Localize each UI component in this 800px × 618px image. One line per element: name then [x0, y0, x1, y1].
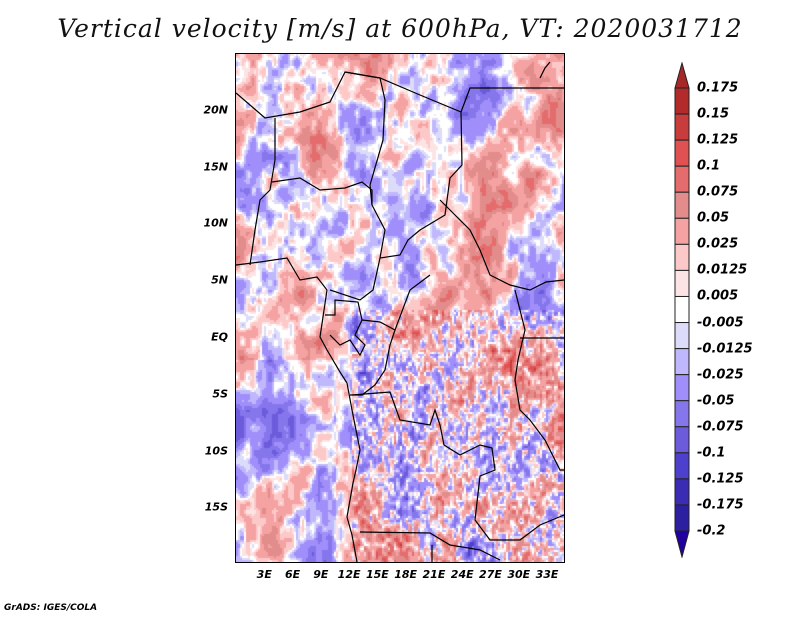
lon-tick-label: 30E — [507, 568, 531, 581]
lon-tick-label: 21E — [422, 568, 446, 581]
lat-tick-label: EQ — [211, 330, 228, 344]
colorbar-label: 0.1 — [697, 158, 721, 174]
lon-tick-label: 9E — [313, 568, 329, 581]
colorbar-swatch — [674, 504, 690, 532]
lon-tick-label: 33E — [535, 568, 559, 581]
colorbar — [674, 62, 690, 558]
lat-tick-label: 10N — [203, 216, 228, 230]
colorbar-swatch — [674, 217, 690, 245]
colorbar-swatch — [674, 269, 690, 297]
border — [394, 274, 431, 331]
border — [350, 319, 396, 396]
colorbar-label: 0.15 — [697, 106, 730, 122]
colorbar-label: -0.125 — [697, 471, 744, 487]
velocity-field — [236, 54, 564, 562]
coastline — [236, 257, 361, 562]
colorbar-label: -0.2 — [697, 523, 726, 539]
colorbar-label: -0.025 — [697, 367, 744, 383]
colorbar-label: 0.0125 — [697, 262, 748, 278]
colorbar-swatch — [674, 113, 690, 141]
lat-tick-label: 15S — [204, 500, 228, 514]
plot-title: Vertical velocity [m/s] at 600hPa, VT: 2… — [57, 14, 743, 43]
colorbar-label: -0.0125 — [697, 341, 753, 357]
colorbar-label: 0.125 — [697, 132, 739, 148]
colorbar-swatch — [674, 295, 690, 324]
colorbar-under-arrow — [674, 530, 690, 558]
colorbar-label: 0.005 — [697, 288, 739, 304]
colorbar-swatch — [674, 191, 690, 219]
lon-tick-label: 24E — [450, 568, 474, 581]
colorbar-swatch — [674, 322, 690, 350]
border — [351, 391, 564, 541]
colorbar-label: -0.005 — [697, 315, 744, 331]
colorbar-label: -0.075 — [697, 419, 744, 435]
colorbar-label: -0.175 — [697, 497, 744, 513]
border — [439, 199, 564, 291]
colorbar-over-arrow — [674, 62, 690, 89]
colorbar-swatch — [674, 400, 690, 428]
border — [460, 87, 564, 113]
colorbar-swatch — [674, 165, 690, 193]
lat-tick-label: 15N — [203, 160, 228, 173]
colorbar-swatch — [674, 243, 690, 271]
footer-credit: GrADS: IGES/COLA — [4, 603, 98, 613]
colorbar-label: -0.1 — [697, 445, 726, 461]
lat-tick-label: 10S — [204, 444, 228, 458]
lat-tick-label: 20N — [203, 103, 228, 117]
country-borders — [236, 61, 564, 562]
lon-tick-label: 12E — [337, 568, 361, 581]
border — [514, 289, 564, 471]
colorbar-swatch — [674, 139, 690, 167]
lat-tick-label: 5S — [212, 387, 228, 401]
lon-tick-label: 6E — [284, 568, 301, 581]
lon-tick-label: 15E — [365, 568, 389, 581]
colorbar-label: 0.175 — [697, 80, 739, 96]
border — [539, 61, 551, 79]
lon-tick-label: 27E — [479, 568, 502, 581]
colorbar-swatch — [674, 87, 690, 115]
lon-tick-label: 18E — [394, 568, 418, 581]
colorbar-label: 0.075 — [697, 184, 739, 200]
colorbar-swatch — [674, 374, 690, 402]
colorbar-label: 0.05 — [697, 210, 730, 226]
colorbar-swatch — [674, 348, 690, 376]
colorbar-label: -0.05 — [697, 393, 735, 409]
lat-tick-label: 5N — [211, 273, 228, 287]
border — [325, 299, 366, 357]
colorbar-swatch — [674, 452, 690, 480]
colorbar-label: 0.025 — [697, 236, 739, 252]
border — [271, 177, 386, 259]
colorbar-swatch — [674, 426, 690, 454]
border — [249, 118, 276, 266]
border — [359, 531, 501, 561]
colorbar-swatch — [674, 478, 690, 506]
velocity-map — [236, 54, 564, 562]
lon-tick-label: 3E — [256, 568, 272, 581]
